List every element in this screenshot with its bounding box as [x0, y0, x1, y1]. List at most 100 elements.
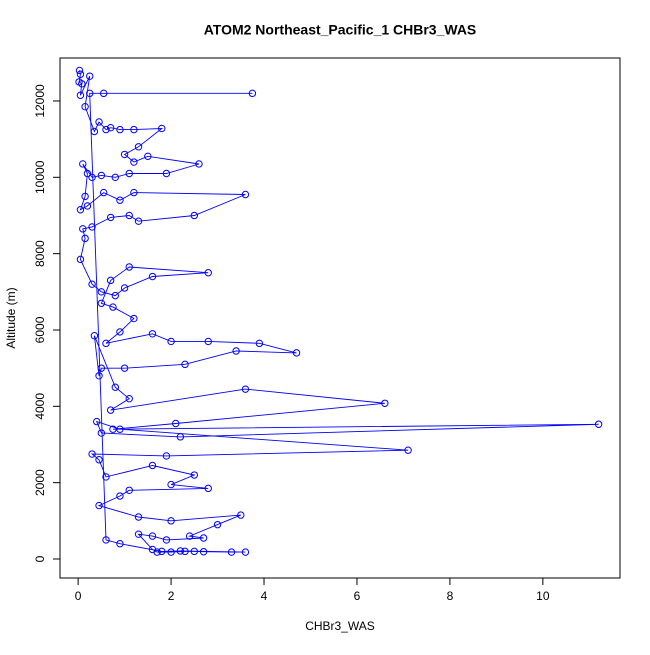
data-point [116, 328, 124, 336]
data-point [106, 123, 115, 132]
data-point [83, 169, 92, 178]
data-point [81, 234, 89, 243]
data-point [76, 91, 85, 99]
data-point [190, 211, 199, 220]
data-point [111, 173, 120, 182]
data-point [99, 188, 108, 197]
data-point [116, 425, 124, 433]
data-point [86, 72, 94, 80]
data-point [88, 173, 96, 182]
data-point [162, 536, 171, 544]
data-point [148, 330, 157, 338]
data-point [204, 269, 212, 277]
data-point [148, 461, 157, 470]
data-point [176, 433, 185, 441]
data-point [594, 420, 603, 428]
data-point [241, 548, 250, 556]
data-point [153, 548, 161, 556]
data-point [99, 89, 108, 98]
data-point [90, 127, 99, 136]
data-point [116, 125, 124, 134]
data-point [181, 360, 189, 369]
y-axis-label: Altitude (m) [4, 287, 18, 348]
data-point [106, 406, 115, 414]
y-tick-label: 6000 [33, 316, 47, 343]
data-point [195, 160, 203, 168]
data-point [237, 511, 245, 519]
data-point [76, 206, 85, 214]
data-point [116, 196, 124, 204]
data-point [102, 473, 110, 481]
data-point [102, 125, 110, 134]
y-tick-label: 4000 [33, 393, 47, 420]
data-point [109, 303, 117, 311]
data-point [88, 450, 96, 458]
data-point [116, 492, 124, 500]
data-point [120, 284, 129, 292]
data-point [90, 332, 99, 340]
data-point [79, 225, 87, 233]
data-point [381, 399, 389, 407]
data-point [130, 125, 138, 134]
data-point [134, 217, 143, 225]
data-point [125, 394, 133, 403]
data-point [95, 456, 103, 464]
x-tick-label: 10 [536, 589, 550, 603]
data-point [102, 339, 110, 348]
data-point [120, 364, 129, 372]
data-point [111, 291, 120, 300]
data-point [95, 118, 103, 126]
y-tick-label: 12000 [33, 84, 47, 118]
data-point [199, 534, 208, 542]
data-point [97, 364, 106, 372]
data-point [172, 419, 180, 428]
data-point [125, 211, 133, 220]
x-tick-label: 4 [261, 589, 268, 603]
data-point [106, 213, 115, 222]
data-point [144, 152, 152, 161]
data-point [78, 80, 86, 88]
data-point [204, 337, 212, 346]
data-point [130, 314, 138, 323]
data-point [176, 547, 185, 555]
data-point [109, 425, 117, 433]
y-tick-label: 0 [33, 555, 47, 562]
data-point [95, 501, 103, 510]
data-point [167, 548, 175, 556]
x-tick-label: 0 [75, 589, 82, 603]
data-point [199, 548, 208, 556]
data-point [125, 263, 133, 271]
data-point [88, 280, 96, 288]
data-point [241, 190, 250, 199]
data-point [97, 429, 106, 437]
data-point [134, 143, 143, 151]
data-point [167, 480, 175, 489]
data-point [95, 372, 103, 380]
data-point [241, 385, 250, 393]
data-point [130, 158, 138, 166]
data-point [292, 349, 301, 357]
x-tick-label: 2 [168, 589, 175, 603]
y-tick-label: 10000 [33, 160, 47, 194]
data-point [134, 513, 143, 521]
data-point [213, 520, 222, 529]
data-point [111, 383, 120, 391]
data-point [116, 540, 124, 548]
data-point [181, 547, 189, 556]
data-point [120, 150, 129, 159]
x-axis-label: CHBr3_WAS [305, 619, 375, 633]
data-point [167, 517, 175, 525]
data-point [130, 188, 138, 197]
y-tick-label: 8000 [33, 240, 47, 267]
data-point [86, 89, 94, 98]
data-point [148, 272, 157, 281]
data-point [76, 70, 85, 78]
data-point [81, 103, 89, 111]
data-point [102, 536, 110, 544]
x-tick-label: 6 [354, 589, 361, 603]
data-point [227, 548, 236, 556]
data-point [167, 337, 175, 346]
data-point [158, 547, 166, 556]
data-point [106, 276, 115, 285]
